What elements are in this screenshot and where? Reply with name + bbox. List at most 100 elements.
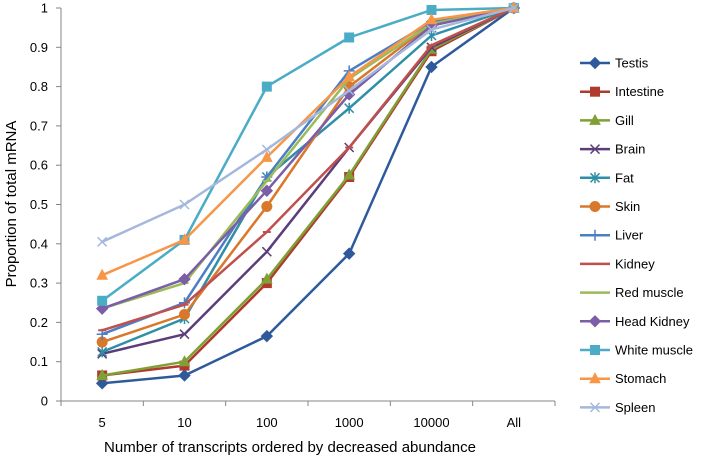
legend-label: Fat (615, 170, 634, 185)
data-point-stomach-100 (261, 150, 273, 162)
data-point-spleen-all (508, 2, 519, 14)
data-point-testis-10 (178, 369, 191, 382)
series-line-white-muscle (101, 6, 514, 302)
y-tick-label: 1 (41, 1, 48, 16)
legend-marker-spleen (589, 402, 601, 413)
data-point-skin-10 (179, 309, 190, 321)
legend-marker-gill (589, 113, 601, 125)
y-tick-label: 0.3 (30, 276, 48, 291)
legend-marker-testis (588, 56, 602, 70)
data-point-white-muscle-1000 (344, 32, 355, 43)
data-point-gill-1000 (343, 168, 355, 180)
legend-item-fat: Fat (580, 170, 634, 185)
series-layer (95, 1, 521, 390)
y-tick-label: 0.1 (30, 354, 48, 369)
legend-label: White muscle (615, 343, 693, 358)
x-tick-label: 5 (99, 415, 106, 430)
legend-item-red-muscle: Red muscle (580, 285, 684, 300)
series-testis (95, 1, 521, 390)
series-line-intestine (102, 6, 515, 377)
legend-item-brain: Brain (580, 142, 645, 157)
legend-item-skin: Skin (580, 199, 640, 214)
legend-marker-brain (589, 144, 601, 155)
legend-label: Testis (615, 56, 649, 71)
y-tick-label: 0.6 (30, 158, 48, 173)
data-point-skin-100 (261, 200, 273, 212)
y-tick-label: 0.4 (30, 236, 48, 251)
x-tick-label: All (507, 415, 522, 430)
series-line-testis (102, 6, 515, 385)
x-tick-label: 1000 (335, 415, 364, 430)
data-point-spleen-100 (261, 144, 272, 155)
data-point-gill-5 (96, 368, 108, 380)
legend-item-gill: Gill (580, 113, 634, 128)
series-line-head-kidney (101, 6, 515, 310)
series-line-skin (101, 6, 515, 344)
y-tick-label: 0 (41, 394, 48, 409)
data-point-white-muscle-100 (261, 81, 272, 92)
legend-label: Kidney (615, 256, 655, 271)
legend-label: Skin (615, 199, 640, 214)
data-point-head-kidney-5 (95, 302, 109, 315)
x-tick-label: 10 (177, 415, 191, 430)
data-point-testis-10000 (425, 60, 438, 74)
x-tick-label: 10000 (413, 415, 449, 430)
legend-label: Head Kidney (615, 314, 690, 329)
y-axis-title: Proportion of total mRNA (3, 121, 20, 288)
data-point-brain-10 (179, 329, 190, 340)
data-point-fat-1000 (344, 102, 355, 114)
series-line-spleen (101, 6, 515, 243)
legend-item-head-kidney: Head Kidney (580, 314, 690, 329)
series-fat (97, 2, 519, 358)
legend-item-white-muscle: White muscle (580, 343, 693, 358)
legend-label: Spleen (615, 400, 655, 415)
data-point-gill-100 (261, 272, 273, 284)
legend-label: Brain (615, 142, 645, 157)
series-spleen (97, 2, 519, 247)
data-point-testis-1000 (342, 247, 356, 260)
data-point-head-kidney-10 (178, 272, 191, 286)
legend-marker-liver (589, 229, 601, 241)
data-point-brain-100 (261, 246, 272, 257)
y-tick-label: 0.7 (30, 118, 48, 133)
legend-item-stomach: Stomach (580, 371, 666, 386)
legend-item-spleen: Spleen (580, 400, 655, 415)
data-point-testis-100 (260, 329, 274, 343)
chart-axes (56, 7, 556, 406)
series-line-stomach (101, 6, 514, 277)
legend-label: Intestine (615, 84, 664, 99)
x-tick-labels: 5 10 100 1000 10000 All (99, 415, 522, 430)
data-point-white-muscle-10000 (426, 4, 437, 15)
legend-label: Liver (615, 228, 644, 243)
legend-item-intestine: Intestine (580, 84, 664, 99)
data-point-testis-5 (95, 377, 109, 390)
data-point-spleen-10000 (426, 24, 437, 35)
series-line-gill (101, 6, 515, 377)
y-tick-label: 0.8 (30, 79, 48, 94)
data-point-stomach-10 (178, 233, 191, 245)
series-line-red-muscle (101, 6, 515, 310)
data-point-spleen-1000 (344, 85, 355, 96)
legend-item-kidney: Kidney (580, 256, 655, 271)
series-line-kidney (101, 6, 515, 332)
data-point-fat-5 (97, 346, 108, 358)
series-line-brain (101, 6, 515, 356)
series-red-muscle (98, 6, 518, 310)
data-point-gill-10 (178, 355, 191, 367)
series-brain (97, 2, 519, 359)
data-point-white-muscle-5 (97, 295, 108, 306)
legend-marker-skin (589, 201, 601, 212)
legend-item-testis: Testis (580, 56, 649, 71)
legend-marker-head-kidney (588, 315, 602, 328)
data-point-stomach-5 (96, 268, 108, 280)
data-point-stomach-1000 (343, 70, 355, 82)
legend-label: Stomach (615, 371, 666, 386)
y-tick-label: 0.9 (30, 40, 48, 55)
series-line-fat (101, 6, 515, 354)
x-axis-title: Number of transcripts ordered by decreas… (104, 439, 476, 456)
legend-marker-fat (589, 172, 601, 184)
legend-marker-white-muscle (590, 345, 600, 355)
legend-label: Red muscle (615, 285, 684, 300)
y-tick-label: 0.2 (30, 315, 48, 330)
